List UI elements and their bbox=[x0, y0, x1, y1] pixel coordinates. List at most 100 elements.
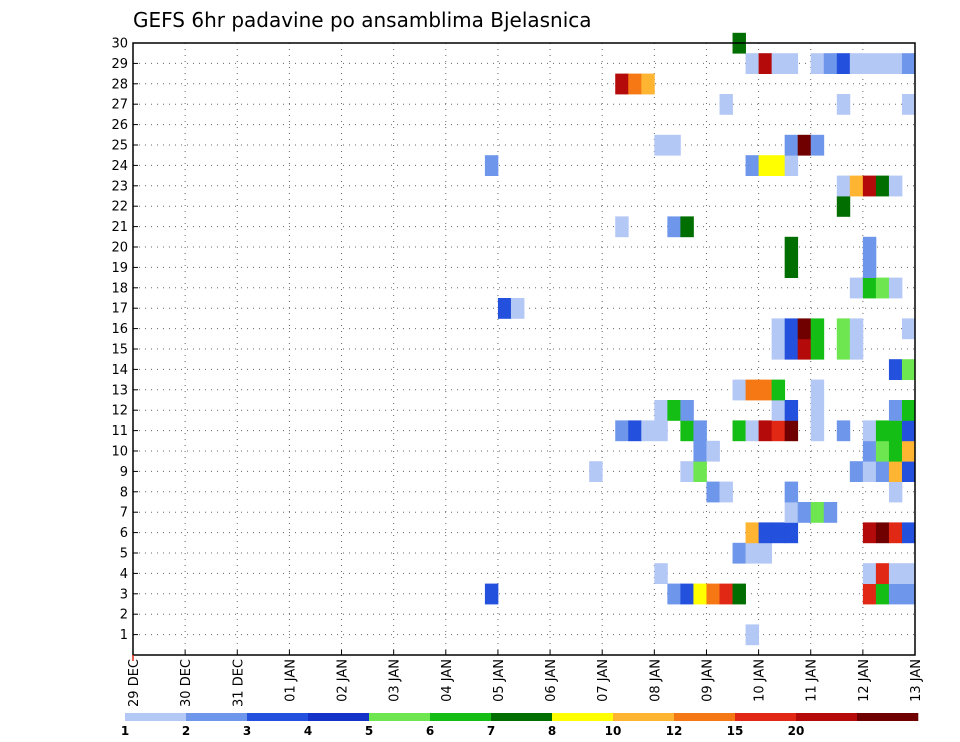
data-cell bbox=[797, 134, 812, 156]
data-cell bbox=[654, 563, 668, 584]
x-axis: 29 DEC 30 DEC 31 DEC 01 JAN 02 JAN 03 JAN 04 J… bbox=[127, 650, 924, 707]
data-cell bbox=[875, 563, 890, 584]
data-cell bbox=[693, 440, 707, 462]
data-cell bbox=[862, 53, 877, 74]
x-tick-label: 09 JAN bbox=[700, 659, 715, 702]
data-cell bbox=[693, 420, 707, 442]
chart-title: GEFS 6hr padavine po ansamblima Bjelasni… bbox=[133, 8, 592, 32]
data-cell bbox=[484, 155, 499, 176]
y-tick-label: 16 bbox=[111, 322, 128, 337]
data-cell bbox=[784, 53, 799, 74]
legend-label: 15 bbox=[727, 724, 744, 738]
y-tick-label: 13 bbox=[111, 383, 128, 398]
data-cell bbox=[901, 359, 916, 380]
legend-label: 10 bbox=[605, 724, 622, 738]
data-cell bbox=[862, 277, 877, 299]
y-tick-label: 29 bbox=[111, 57, 128, 72]
data-cell bbox=[784, 257, 799, 278]
data-cell bbox=[771, 53, 786, 74]
data-cell bbox=[875, 277, 890, 299]
data-cell bbox=[901, 522, 916, 544]
data-cell bbox=[888, 583, 903, 605]
data-cell bbox=[745, 624, 759, 646]
data-cell bbox=[888, 563, 903, 584]
data-cell bbox=[836, 196, 851, 217]
data-cell bbox=[849, 461, 864, 482]
data-cell bbox=[732, 542, 746, 564]
data-cell bbox=[810, 338, 825, 360]
data-cell bbox=[875, 53, 890, 74]
data-cell bbox=[888, 277, 903, 299]
data-cell bbox=[745, 522, 759, 544]
data-cell bbox=[667, 134, 681, 156]
data-cell bbox=[836, 94, 851, 115]
data-cell bbox=[680, 583, 694, 605]
data-cell bbox=[758, 155, 773, 176]
data-cell bbox=[888, 420, 903, 442]
legend-swatch bbox=[796, 713, 858, 721]
x-tick-label: 10 JAN bbox=[753, 659, 768, 702]
data-cell bbox=[862, 583, 877, 605]
legend-label: 6 bbox=[426, 724, 434, 738]
y-axis: 1234567891011121314151617181920212223242… bbox=[111, 37, 138, 643]
data-cell bbox=[836, 318, 851, 340]
data-cell bbox=[784, 420, 799, 442]
data-cell bbox=[888, 175, 903, 197]
data-cell bbox=[654, 400, 668, 421]
data-cell bbox=[758, 53, 773, 74]
data-cell bbox=[497, 298, 512, 319]
data-cell bbox=[784, 481, 799, 503]
legend-swatch bbox=[613, 713, 675, 721]
y-tick-label: 23 bbox=[111, 179, 128, 194]
data-cell bbox=[484, 583, 499, 605]
data-cell bbox=[641, 420, 655, 442]
y-tick-label: 5 bbox=[120, 547, 128, 562]
data-cell bbox=[706, 481, 720, 503]
color-legend: 1 2 3 4 5 6 7 8 10 12 15 20 bbox=[121, 713, 919, 738]
data-cell bbox=[745, 155, 759, 176]
data-cell bbox=[784, 236, 799, 258]
y-tick-label: 26 bbox=[111, 118, 128, 133]
data-cell bbox=[771, 522, 786, 544]
data-cell bbox=[849, 338, 864, 360]
y-tick-label: 30 bbox=[111, 37, 128, 52]
legend-swatch bbox=[857, 713, 919, 721]
data-cell bbox=[706, 440, 720, 462]
data-cell bbox=[654, 420, 668, 442]
y-tick-label: 3 bbox=[120, 587, 128, 602]
legend-swatch bbox=[735, 713, 797, 721]
data-cell bbox=[680, 216, 694, 238]
data-cell bbox=[615, 73, 629, 95]
data-cell bbox=[641, 73, 655, 95]
data-cell bbox=[836, 338, 851, 360]
legend-label: 5 bbox=[365, 724, 373, 738]
y-tick-label: 25 bbox=[111, 139, 128, 154]
data-cell bbox=[758, 542, 773, 564]
data-cell bbox=[849, 277, 864, 299]
data-cell bbox=[667, 400, 681, 421]
legend-swatch bbox=[552, 713, 614, 721]
data-cell bbox=[901, 400, 916, 421]
data-cell bbox=[680, 461, 694, 482]
y-tick-label: 4 bbox=[120, 567, 128, 582]
data-cell bbox=[693, 583, 707, 605]
y-tick-label: 10 bbox=[111, 445, 128, 460]
data-cell bbox=[810, 502, 825, 523]
x-tick-label: 07 JAN bbox=[596, 659, 611, 702]
data-cell bbox=[810, 379, 825, 401]
x-tick-label: 12 JAN bbox=[857, 659, 872, 702]
data-cell bbox=[875, 440, 890, 462]
legend-label: 20 bbox=[788, 724, 805, 738]
legend-label: 1 bbox=[121, 724, 129, 738]
legend-swatch bbox=[491, 713, 553, 721]
data-cell bbox=[784, 502, 799, 523]
data-cell bbox=[862, 420, 877, 442]
data-cell bbox=[823, 502, 838, 523]
data-cell bbox=[849, 53, 864, 74]
data-cell bbox=[888, 359, 903, 380]
x-tick-label: 31 DEC bbox=[231, 659, 246, 707]
data-cell bbox=[849, 318, 864, 340]
data-cell bbox=[901, 53, 916, 74]
data-cell bbox=[901, 94, 916, 115]
data-cell bbox=[901, 461, 916, 482]
